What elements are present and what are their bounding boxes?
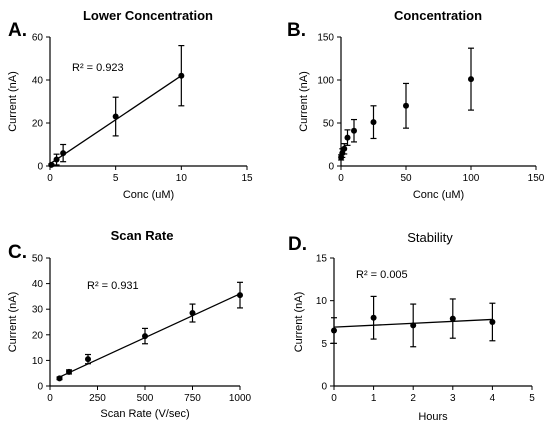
y-axis-label: Current (nA) xyxy=(7,71,19,132)
y-tick-label: 0 xyxy=(37,162,43,173)
x-tick-label: 0 xyxy=(47,393,53,404)
y-tick-label: 30 xyxy=(32,305,44,316)
y-tick-label: 40 xyxy=(32,279,44,290)
x-tick-label: 250 xyxy=(89,393,106,404)
data-point xyxy=(112,113,119,120)
panel-letter: A. xyxy=(8,20,27,41)
x-tick-label: 0 xyxy=(331,393,337,404)
x-tick-label: 50 xyxy=(400,173,412,184)
y-tick-label: 20 xyxy=(32,119,44,130)
data-point xyxy=(48,161,55,168)
y-tick-label: 40 xyxy=(32,76,44,87)
y-tick-label: 20 xyxy=(32,330,44,341)
x-tick-label: 5 xyxy=(113,173,119,184)
x-axis-label: Conc (uM) xyxy=(123,189,174,201)
data-point xyxy=(403,102,409,109)
data-point xyxy=(489,319,496,325)
x-tick-label: 10 xyxy=(176,173,188,184)
y-tick-label: 10 xyxy=(32,356,44,367)
x-tick-label: 150 xyxy=(528,173,545,184)
x-tick-label: 4 xyxy=(490,393,496,404)
data-point xyxy=(449,315,456,322)
data-point xyxy=(85,356,91,363)
y-tick-label: 10 xyxy=(316,296,328,307)
chart-title: Scan Rate xyxy=(111,228,174,243)
data-point xyxy=(53,156,60,163)
x-axis-label: Hours xyxy=(418,411,448,423)
chart-panel-4: D. Stability 0 1 2 3 4 5 0 5 10 15 Hours Current (nA)… xyxy=(288,230,535,423)
r-squared-annotation: R² = 0.923 xyxy=(72,62,124,74)
x-tick-label: 15 xyxy=(241,173,253,184)
x-tick-label: 500 xyxy=(137,393,154,404)
y-tick-label: 60 xyxy=(32,33,44,44)
data-point xyxy=(189,310,196,317)
x-tick-label: 1 xyxy=(371,393,377,404)
x-tick-label: 5 xyxy=(529,393,535,404)
y-axis-label: Current (nA) xyxy=(293,292,305,353)
data-point xyxy=(237,292,243,299)
chart-title: Lower Concentration xyxy=(83,8,213,23)
data-point xyxy=(66,368,72,375)
chart-panel-2: B. Concentration 0 50 100 150 0 50 100 150 Conc (u… xyxy=(287,8,545,201)
y-axis-label: Current (nA) xyxy=(7,292,19,353)
x-tick-label: 1000 xyxy=(229,393,252,404)
chart-panel-1: A. Lower Concentration 0 5 10 15 0 20 40 60 Conc (… xyxy=(7,8,253,201)
y-tick-label: 150 xyxy=(317,33,334,44)
r-squared-annotation: R² = 0.931 xyxy=(87,280,139,292)
data-point xyxy=(468,76,474,83)
panel-letter: B. xyxy=(287,20,306,41)
regression-line xyxy=(59,293,241,378)
x-tick-label: 100 xyxy=(463,173,480,184)
x-tick-label: 3 xyxy=(450,393,456,404)
chart-title: Concentration xyxy=(394,8,482,23)
data-point xyxy=(344,134,351,141)
x-axis-label: Scan Rate (V/sec) xyxy=(100,408,189,420)
data-point xyxy=(370,119,377,126)
chart-title: Stability xyxy=(407,230,453,245)
y-tick-label: 50 xyxy=(32,254,44,265)
x-tick-label: 0 xyxy=(47,173,53,184)
x-tick-label: 0 xyxy=(338,173,344,184)
y-tick-label: 15 xyxy=(316,254,328,265)
panel-letter: D. xyxy=(288,234,307,255)
y-tick-label: 50 xyxy=(323,119,335,130)
data-point xyxy=(331,327,337,334)
y-tick-label: 0 xyxy=(328,162,334,173)
data-point xyxy=(370,314,377,321)
data-point xyxy=(351,127,357,134)
x-axis-label: Conc (uM) xyxy=(413,189,464,201)
y-axis-label: Current (nA) xyxy=(298,71,310,132)
data-point xyxy=(142,333,148,340)
y-tick-label: 0 xyxy=(37,382,43,393)
x-tick-label: 750 xyxy=(184,393,201,404)
data-point xyxy=(56,375,63,382)
y-tick-label: 100 xyxy=(317,76,334,87)
data-point xyxy=(60,150,67,157)
data-point xyxy=(341,145,348,152)
data-point xyxy=(178,72,185,79)
y-tick-label: 5 xyxy=(321,339,327,350)
x-tick-label: 2 xyxy=(410,393,416,404)
data-point xyxy=(410,322,417,329)
y-tick-label: 0 xyxy=(321,382,327,393)
panel-letter: C. xyxy=(8,242,27,263)
chart-panel-3: C. Scan Rate 0 250 500 750 1000 0 10 20 30 40 50 Scan… xyxy=(7,228,252,420)
r-squared-annotation: R² = 0.005 xyxy=(356,269,408,281)
